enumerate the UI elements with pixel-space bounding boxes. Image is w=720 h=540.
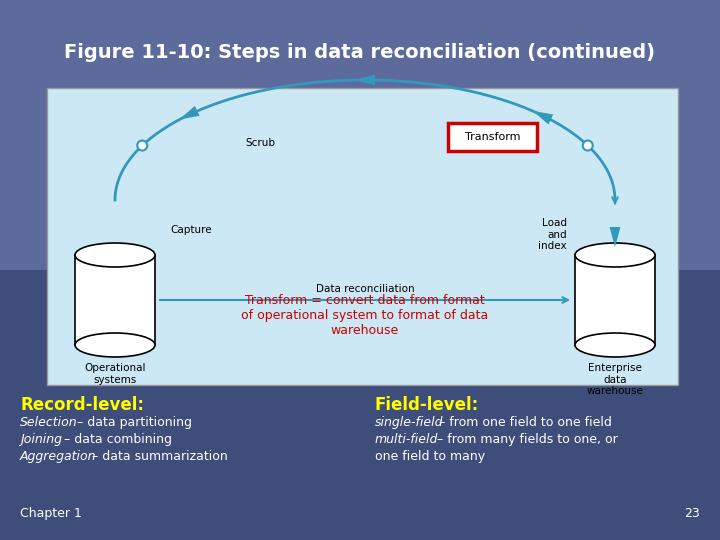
Bar	[47, 88, 678, 385]
Ellipse shape	[75, 243, 155, 267]
Text: Field-level:: Field-level:	[375, 396, 480, 414]
Polygon shape	[533, 111, 553, 124]
Text: Capture: Capture	[170, 225, 212, 235]
Text: 23: 23	[684, 507, 700, 520]
Text: Transform = convert data from format
of operational system to format of data
war: Transform = convert data from format of …	[241, 294, 489, 336]
Text: Chapter 1: Chapter 1	[20, 507, 82, 520]
Text: Data reconciliation: Data reconciliation	[315, 284, 414, 294]
Bar	[0, 270, 720, 540]
Text: – data summarization: – data summarization	[88, 450, 228, 463]
Text: Joining: Joining	[20, 433, 62, 446]
Text: – data combining: – data combining	[60, 433, 172, 446]
Text: multi-field: multi-field	[375, 433, 438, 446]
Ellipse shape	[582, 140, 593, 151]
Bar	[0, 0, 720, 270]
Text: Operational
systems: Operational systems	[84, 363, 145, 384]
Ellipse shape	[138, 140, 148, 151]
Text: Aggregation: Aggregation	[20, 450, 96, 463]
Bar	[75, 255, 155, 345]
Text: one field to many: one field to many	[375, 450, 485, 463]
Ellipse shape	[575, 243, 655, 267]
Ellipse shape	[75, 333, 155, 357]
Text: single-field: single-field	[375, 416, 444, 429]
Text: – from one field to one field: – from one field to one field	[435, 416, 612, 429]
FancyBboxPatch shape	[448, 123, 537, 151]
Bar	[575, 255, 655, 345]
Text: Figure 11-10: Steps in data reconciliation (continued): Figure 11-10: Steps in data reconciliati…	[65, 43, 655, 62]
Text: Load
and
index: Load and index	[539, 218, 567, 251]
Text: – from many fields to one, or: – from many fields to one, or	[433, 433, 618, 446]
Polygon shape	[610, 227, 621, 247]
Text: Enterprise
data
warehouse: Enterprise data warehouse	[587, 363, 644, 396]
Ellipse shape	[575, 333, 655, 357]
Text: Scrub: Scrub	[245, 138, 275, 148]
Polygon shape	[355, 75, 375, 85]
Text: Selection: Selection	[20, 416, 78, 429]
Polygon shape	[179, 106, 199, 119]
Text: Transform: Transform	[464, 132, 521, 142]
Text: – data partitioning: – data partitioning	[73, 416, 192, 429]
Text: Record-level:: Record-level:	[20, 396, 144, 414]
